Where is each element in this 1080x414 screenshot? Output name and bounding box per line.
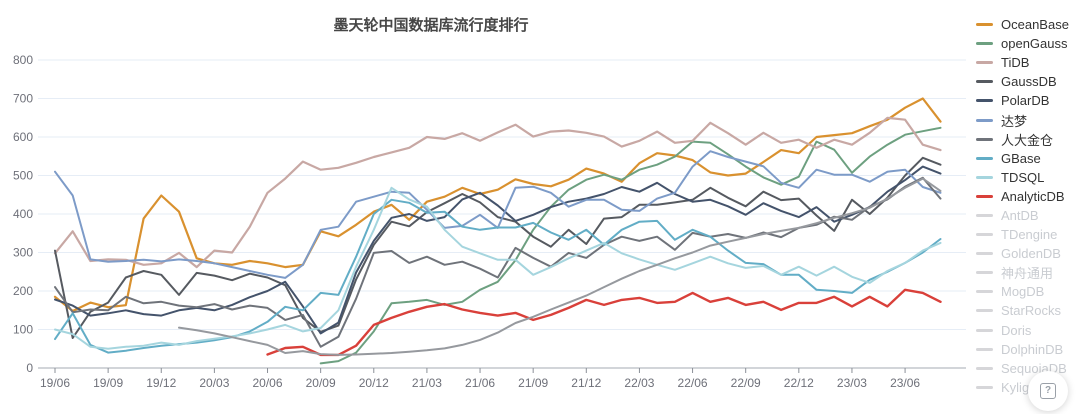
legend-label: DolphinDB — [1001, 341, 1064, 357]
legend-item-TDengine[interactable]: TDengine — [976, 225, 1080, 244]
legend-label: 人大金仓 — [1001, 132, 1054, 148]
legend-item-神舟通用[interactable]: 神舟通用 — [976, 263, 1080, 282]
legend-line-swatch — [976, 175, 993, 179]
legend-label: openGauss — [1001, 36, 1068, 52]
legend-label: AntDB — [1001, 207, 1039, 223]
legend-label: 神舟通用 — [1001, 266, 1054, 282]
series-line-MogDB — [178, 177, 942, 356]
legend-line-swatch — [976, 252, 993, 256]
legend-item-AntDB[interactable]: AntDB — [976, 206, 1080, 225]
legend-label: PolarDB — [1001, 93, 1050, 109]
y-axis-tick-label: 700 — [13, 92, 33, 106]
legend-item-GBase[interactable]: GBase — [976, 149, 1080, 168]
legend-item-GaussDB[interactable]: GaussDB — [976, 72, 1080, 91]
legend-item-openGauss[interactable]: openGauss — [976, 34, 1080, 53]
legend-line-swatch — [976, 233, 993, 237]
legend-label: GaussDB — [1001, 74, 1057, 90]
x-axis-tick-label: 20/09 — [306, 376, 336, 390]
legend-label: 达梦 — [1001, 113, 1028, 129]
legend-item-SequoiaDB[interactable]: SequoiaDB — [976, 359, 1080, 378]
legend-line-swatch — [976, 118, 993, 122]
legend-label: TiDB — [1001, 55, 1030, 71]
legend-label: StarRocks — [1001, 303, 1061, 319]
legend-label: GoldenDB — [1001, 246, 1061, 262]
legend-label: GBase — [1001, 150, 1041, 166]
legend-item-达梦[interactable]: 达梦 — [976, 110, 1080, 129]
legend-item-人大金仓[interactable]: 人大金仓 — [976, 130, 1080, 149]
x-axis-tick-label: 19/09 — [93, 376, 123, 390]
y-axis-tick-label: 200 — [13, 284, 33, 298]
y-axis-tick-label: 600 — [13, 130, 33, 144]
series-line-人大金仓 — [54, 176, 942, 348]
legend-item-StarRocks[interactable]: StarRocks — [976, 301, 1080, 320]
legend-line-swatch — [976, 385, 993, 389]
chart-legend: OceanBase openGauss TiDB GaussDB PolarDB 达梦人大… — [976, 15, 1080, 397]
legend-line-swatch — [976, 290, 993, 294]
legend-line-swatch — [976, 194, 993, 198]
legend-line-swatch — [976, 347, 993, 351]
x-axis-tick-label: 21/03 — [412, 376, 442, 390]
legend-line-swatch — [976, 137, 993, 141]
y-axis-tick-label: 400 — [13, 207, 33, 221]
legend-label: AnalyticDB — [1001, 188, 1065, 204]
legend-line-swatch — [976, 80, 993, 84]
legend-label: MogDB — [1001, 284, 1045, 300]
legend-item-Doris[interactable]: Doris — [976, 321, 1080, 340]
legend-line-swatch — [976, 213, 993, 217]
legend-line-swatch — [976, 99, 993, 103]
legend-item-DolphinDB[interactable]: DolphinDB — [976, 340, 1080, 359]
legend-item-TiDB[interactable]: TiDB — [976, 53, 1080, 72]
legend-line-swatch — [976, 61, 993, 65]
x-axis-tick-label: 20/03 — [199, 376, 229, 390]
legend-label: TDengine — [1001, 227, 1058, 243]
series-line-PolarDB — [54, 165, 942, 335]
legend-line-swatch — [976, 309, 993, 313]
x-axis-tick-label: 19/12 — [146, 376, 176, 390]
series-line-GaussDB — [54, 156, 942, 339]
series-line-AnalyticDB — [266, 288, 942, 357]
help-button[interactable]: ? — [1028, 371, 1068, 411]
x-axis-tick-label: 22/12 — [784, 376, 814, 390]
series-line-openGauss — [319, 126, 942, 365]
y-axis-tick-label: 800 — [13, 53, 33, 67]
x-axis-tick-label: 22/06 — [678, 376, 708, 390]
legend-line-swatch — [976, 42, 993, 46]
x-axis-tick-label: 22/09 — [731, 376, 761, 390]
x-axis-tick-label: 21/06 — [465, 376, 495, 390]
x-axis-tick-label: 20/06 — [253, 376, 283, 390]
legend-line-swatch — [976, 156, 993, 160]
series-line-TDSQL — [54, 186, 942, 350]
series-line-GBase — [54, 198, 942, 354]
legend-label: Doris — [1001, 322, 1032, 338]
x-axis-tick-label: 21/09 — [518, 376, 548, 390]
legend-item-MogDB[interactable]: MogDB — [976, 282, 1080, 301]
legend-label: TDSQL — [1001, 169, 1045, 185]
x-axis-tick-label: 22/03 — [624, 376, 654, 390]
legend-line-swatch — [976, 271, 993, 275]
legend-label: OceanBase — [1001, 17, 1069, 33]
legend-item-AnalyticDB[interactable]: AnalyticDB — [976, 187, 1080, 206]
x-axis-tick-label: 19/06 — [40, 376, 70, 390]
legend-line-swatch — [976, 23, 993, 27]
page-title: 墨天轮中国数据库流行度排行 — [333, 17, 529, 34]
legend-item-GoldenDB[interactable]: GoldenDB — [976, 244, 1080, 263]
y-axis-tick-label: 100 — [13, 323, 33, 337]
legend-item-OceanBase[interactable]: OceanBase — [976, 15, 1080, 34]
series-line-OceanBase — [53, 97, 942, 313]
x-axis-tick-label: 21/12 — [571, 376, 601, 390]
y-axis-tick-label: 300 — [13, 246, 33, 260]
series-line-TiDB — [53, 116, 942, 269]
legend-item-PolarDB[interactable]: PolarDB — [976, 91, 1080, 110]
legend-line-swatch — [976, 328, 993, 332]
legend-item-TDSQL[interactable]: TDSQL — [976, 168, 1080, 187]
question-mark-icon: ? — [1040, 383, 1056, 399]
legend-line-swatch — [976, 366, 993, 370]
x-axis-tick-label: 23/03 — [837, 376, 867, 390]
y-axis-tick-label: 0 — [26, 361, 33, 375]
y-axis-tick-label: 500 — [13, 169, 33, 183]
x-axis-tick-label: 23/06 — [890, 376, 920, 390]
x-axis-tick-label: 20/12 — [359, 376, 389, 390]
